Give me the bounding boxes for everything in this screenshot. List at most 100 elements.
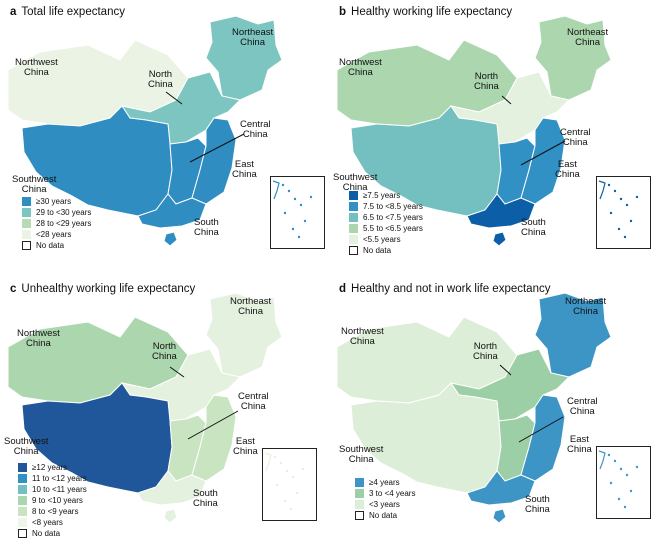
region-ne [534, 15, 612, 101]
region-label-south: South China [525, 494, 550, 515]
legend-item: ≥12 years [18, 462, 87, 473]
legend-item: No data [18, 528, 87, 539]
legend-item: <3 years [355, 499, 415, 510]
legend-item: No data [22, 240, 91, 251]
inset-island [619, 197, 623, 201]
inset-coast [272, 180, 280, 200]
legend-label: 29 to <30 years [36, 208, 92, 217]
inset-island [609, 211, 613, 215]
legend-label: 9 to <10 years [32, 496, 83, 505]
region-east [191, 394, 237, 482]
inset-island [281, 183, 285, 187]
inset-island [293, 197, 297, 201]
panel-letter: c [10, 283, 17, 295]
china-map [336, 15, 612, 247]
legend-label: 3 to <4 years [369, 489, 416, 498]
legend-label: 10 to <11 years [32, 485, 87, 494]
panel-title: c Unhealthy working life expectancy [10, 283, 195, 295]
legend-swatch [18, 496, 27, 505]
legend-swatch [355, 478, 364, 487]
inset-island [279, 461, 283, 465]
inset-island [283, 499, 287, 503]
legend-swatch [349, 246, 358, 255]
region-south [137, 470, 207, 506]
legend-item: No data [355, 510, 415, 521]
legend-item: 3 to <4 years [355, 488, 415, 499]
inset-island [309, 195, 313, 199]
inset-island [609, 481, 613, 485]
leader-line [187, 410, 239, 440]
region-hainan [492, 231, 507, 247]
inset-map [272, 180, 313, 239]
region-south [466, 193, 536, 229]
legend-label: No data [369, 511, 398, 520]
region-label-sw: Southwest China [333, 172, 378, 193]
inset-island [635, 195, 639, 199]
legend-item: ≥4 years [355, 477, 415, 488]
china-map [7, 15, 283, 247]
south-china-sea-inset [270, 176, 325, 249]
legend-item: 29 to <30 years [22, 207, 91, 218]
legend-label: <3 years [369, 500, 400, 509]
inset-island [295, 491, 299, 495]
south-china-sea-inset [596, 446, 651, 519]
legend-swatch [349, 213, 358, 222]
inset-island [617, 227, 621, 231]
inset-island [635, 465, 639, 469]
panel-letter: d [339, 283, 347, 295]
inset-island [275, 483, 279, 487]
legend-swatch [349, 235, 358, 244]
region-label-nw: Northwest China [339, 57, 382, 78]
legend-item: <8 years [18, 517, 87, 528]
inset-island [287, 189, 291, 193]
panel-title-text: Total life expectancy [21, 6, 125, 18]
legend-swatch [18, 463, 27, 472]
inset-island [617, 497, 621, 501]
panel-b: b Healthy working life expectancy Northwes… [329, 0, 658, 277]
legend-label: <28 years [36, 230, 72, 239]
panel-title: b Healthy working life expectancy [339, 6, 512, 18]
legend-item: 8 to <9 years [18, 506, 87, 517]
inset-island [283, 211, 287, 215]
legend: ≥30 years 29 to <30 years 28 to <29 years <… [22, 196, 91, 251]
legend-swatch [22, 197, 31, 206]
legend: ≥4 years 3 to <4 years <3 years No data [355, 477, 415, 521]
panel-title-text: Healthy and not in work life expectancy [351, 283, 551, 295]
inset-island [607, 183, 611, 187]
inset-island [297, 235, 301, 239]
region-label-east: East China [233, 436, 258, 457]
inset-island [291, 227, 295, 231]
region-label-north: North China [148, 69, 173, 90]
leader-line [518, 416, 564, 443]
region-label-nw: Northwest China [341, 326, 384, 347]
legend-swatch [355, 511, 364, 520]
legend-swatch [18, 485, 27, 494]
inset-island [289, 507, 293, 511]
inset-coast [598, 450, 606, 470]
legend-label: ≥4 years [369, 478, 400, 487]
panel-a: a Total life expectancy Northwest China Nor… [0, 0, 329, 277]
legend-item: <5.5 years [349, 234, 423, 245]
south-china-sea-inset [596, 176, 651, 249]
region-label-ne: Northeast China [230, 296, 272, 317]
legend-label: 8 to <9 years [32, 507, 79, 516]
inset-island [285, 469, 289, 473]
leader-line [520, 140, 566, 166]
region-label-central: Central China [240, 119, 271, 140]
region-label-ne: Northeast China [232, 27, 274, 48]
legend-swatch [22, 208, 31, 217]
legend: ≥12 years 11 to <12 years 10 to <11 years 9… [18, 462, 87, 539]
region-east [520, 394, 566, 482]
legend-swatch [355, 500, 364, 509]
legend-item: ≥7.5 years [349, 190, 423, 201]
legend-item: 11 to <12 years [18, 473, 87, 484]
inset-map [598, 180, 639, 239]
legend-label: <5.5 years [363, 235, 401, 244]
leader-line [189, 133, 245, 163]
panel-title: d Healthy and not in work life expectancy [339, 283, 550, 295]
legend-item: 10 to <11 years [18, 484, 87, 495]
legend-item: 6.5 to <7.5 years [349, 212, 423, 223]
legend-label: <8 years [32, 518, 63, 527]
china-map [336, 292, 612, 524]
legend-swatch [18, 529, 27, 538]
